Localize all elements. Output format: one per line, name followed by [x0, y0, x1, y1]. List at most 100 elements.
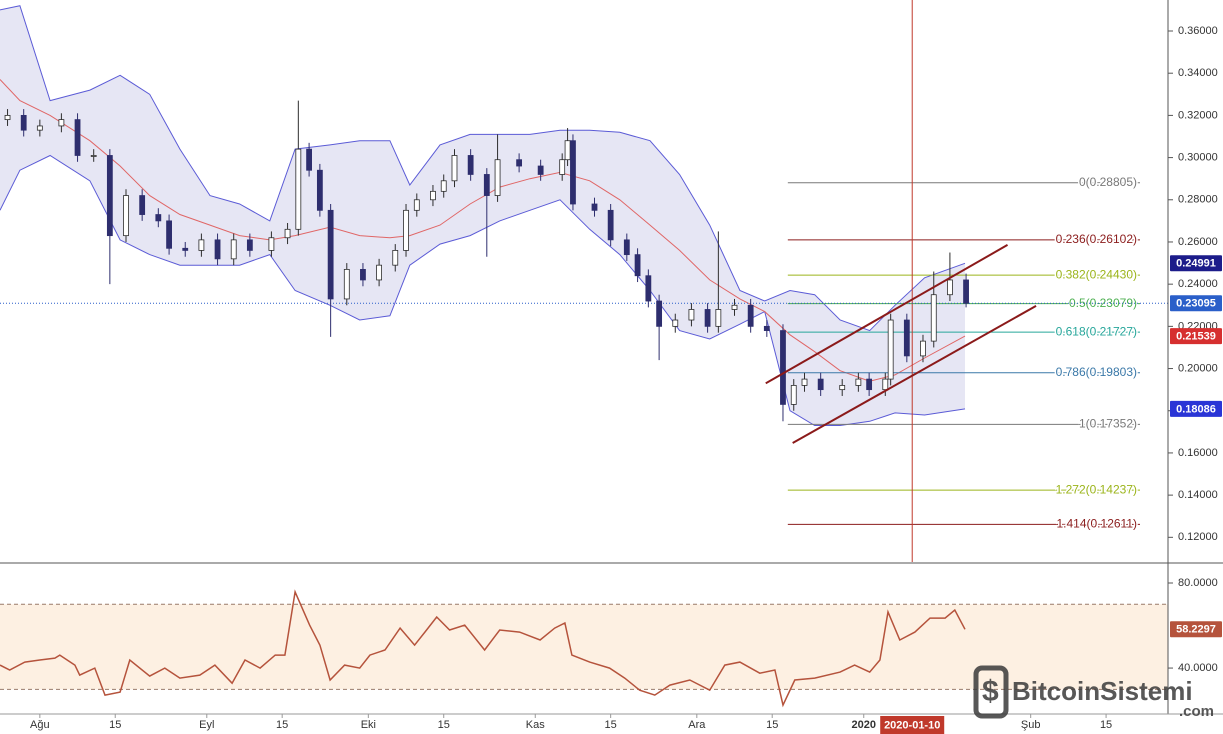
candle-body [230, 239, 237, 260]
fib-label: 1(0.17352) [1079, 417, 1137, 431]
candle-body [882, 378, 889, 391]
fib-label: 0.786(0.19803) [1056, 365, 1137, 379]
y-tick-label: 0.14000 [1178, 489, 1218, 501]
candle-body [483, 174, 490, 196]
price-tag-label: 0.21539 [1176, 330, 1216, 342]
fib-label: 0.5(0.23079) [1069, 296, 1137, 310]
candle-body [570, 140, 576, 205]
bollinger-fill [0, 5, 965, 426]
candle-body [403, 209, 409, 251]
y-tick-label: 0.26000 [1178, 236, 1218, 248]
y-tick-label: 0.16000 [1178, 447, 1218, 459]
candle-body [4, 114, 11, 121]
x-tick-label: 15 [109, 719, 121, 731]
candle-body [688, 309, 695, 321]
candle-body [413, 199, 420, 211]
candle-body [645, 275, 652, 302]
candle-body [817, 378, 824, 391]
candle-body [801, 378, 808, 386]
candle-body [634, 254, 641, 277]
candle-body [623, 239, 630, 256]
candle-body [139, 195, 146, 215]
candle-body [887, 319, 894, 380]
candle-body [343, 268, 350, 300]
fib-label: 1.272(0.14237) [1056, 482, 1137, 496]
price-tag [1170, 328, 1222, 345]
x-tick-label: Kas [526, 719, 545, 731]
bollinger-lower [0, 154, 966, 426]
y-tick-label: 80.0000 [1178, 577, 1218, 589]
candle-body [430, 190, 436, 201]
candle-body [198, 239, 205, 251]
y-tick-label: 0.24000 [1178, 278, 1218, 290]
x-tick-label: Şub [1021, 719, 1041, 731]
candle-body [704, 309, 711, 327]
candle-body [123, 195, 129, 237]
price-tag-label: 58.2297 [1176, 624, 1216, 636]
candle-body [790, 385, 797, 405]
x-tick-label: Ağu [30, 719, 50, 731]
candle-body [930, 294, 937, 342]
candle-body [672, 319, 679, 327]
y-tick-label: 40.0000 [1178, 662, 1218, 674]
x-tick-label: Eki [361, 719, 376, 731]
candle-body [839, 385, 846, 391]
x-tick-label: Ara [688, 719, 706, 731]
fib-label: 0(0.28805) [1079, 175, 1137, 189]
x-tick-label: 15 [276, 719, 288, 731]
candle-body [537, 165, 544, 175]
candle-body [656, 300, 663, 327]
trendline [765, 244, 1009, 385]
y-tick-label: 0.20000 [1178, 362, 1218, 374]
candle-body [564, 140, 571, 161]
date-marker-label: 2020-01-10 [884, 719, 940, 731]
x-tick-label: 15 [605, 719, 617, 731]
candle-body [715, 309, 722, 327]
candle-body [920, 340, 926, 357]
candle-body [58, 119, 65, 127]
price-tag [1170, 295, 1222, 312]
logo-letter: $ [982, 675, 999, 708]
candle-body [947, 279, 953, 296]
candle-body [780, 330, 786, 405]
candle-body [214, 239, 221, 260]
candle-body [376, 264, 383, 281]
candle-body [106, 155, 113, 237]
candle-body [607, 209, 614, 241]
trendline [792, 305, 1037, 444]
watermark: $ BitcoinSistemi .com [973, 665, 1214, 720]
candle-body [963, 279, 969, 304]
candle-body [731, 304, 738, 310]
fib-label: 0.382(0.24430) [1056, 267, 1137, 281]
y-tick-label: 0.30000 [1178, 151, 1218, 163]
bollinger-upper [0, 5, 966, 332]
candle-body [306, 148, 312, 171]
candle-body [516, 159, 523, 167]
price-tag [1170, 621, 1222, 638]
candle-body [559, 159, 566, 175]
candle-body [360, 268, 366, 281]
watermark-domain: .com [1179, 703, 1214, 720]
candle-body [763, 325, 770, 331]
date-marker-tag [880, 716, 945, 734]
candle-body [316, 169, 323, 211]
x-tick-label: 15 [1100, 719, 1112, 731]
y-tick-label: 0.36000 [1178, 25, 1218, 37]
candle-body [451, 155, 458, 182]
candle-body [20, 114, 27, 131]
x-tick-label: 15 [766, 719, 778, 731]
logo [973, 665, 1009, 719]
candle-body [467, 155, 474, 175]
price-tag [1170, 400, 1222, 417]
candle-body [90, 155, 97, 157]
rsi-line [0, 589, 966, 708]
candle-body [166, 220, 172, 249]
candle-body [866, 378, 873, 391]
candle-body [440, 180, 447, 192]
candle-body [155, 214, 162, 222]
candle-body [591, 203, 598, 211]
candle-body [295, 148, 302, 230]
y-tick-label: 0.12000 [1178, 531, 1218, 543]
fib-label: 1.414(0.12611) [1056, 517, 1137, 531]
